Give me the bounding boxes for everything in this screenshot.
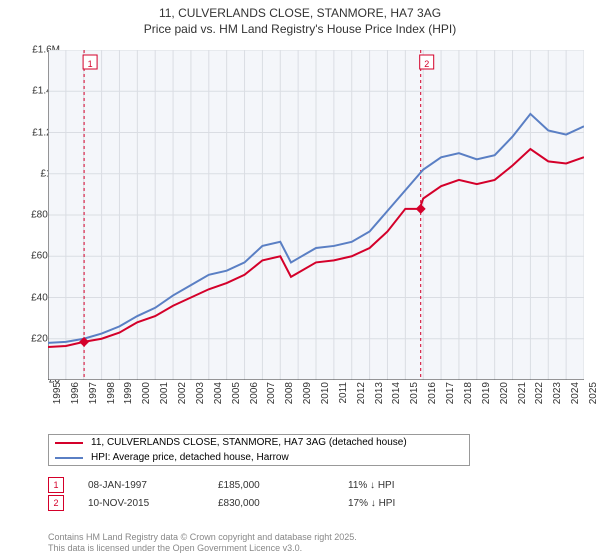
title-line2: Price paid vs. HM Land Registry's House … xyxy=(0,22,600,38)
marker-row: 2 10-NOV-2015 £830,000 17% ↓ HPI xyxy=(48,494,478,512)
x-tick-label: 2019 xyxy=(481,382,492,418)
x-tick-label: 2018 xyxy=(463,382,474,418)
footer-line1: Contains HM Land Registry data © Crown c… xyxy=(48,532,357,543)
title-line1: 11, CULVERLANDS CLOSE, STANMORE, HA7 3AG xyxy=(0,6,600,22)
marker-table: 1 08-JAN-1997 £185,000 11% ↓ HPI 2 10-NO… xyxy=(48,476,478,512)
plot-svg: 12 xyxy=(48,50,584,380)
x-tick-label: 1998 xyxy=(106,382,117,418)
marker-badge: 1 xyxy=(48,477,64,493)
marker-row: 1 08-JAN-1997 £185,000 11% ↓ HPI xyxy=(48,476,478,494)
x-tick-label: 2015 xyxy=(409,382,420,418)
plot-area: 12 xyxy=(48,50,584,380)
marker-price: £185,000 xyxy=(218,480,348,491)
marker-delta: 17% ↓ HPI xyxy=(348,498,478,509)
x-tick-label: 2023 xyxy=(552,382,563,418)
legend-item: HPI: Average price, detached house, Harr… xyxy=(49,450,469,465)
x-tick-label: 2010 xyxy=(320,382,331,418)
svg-text:1: 1 xyxy=(88,59,93,69)
footer: Contains HM Land Registry data © Crown c… xyxy=(48,532,357,554)
legend-label: 11, CULVERLANDS CLOSE, STANMORE, HA7 3AG… xyxy=(91,437,407,448)
x-tick-label: 2016 xyxy=(427,382,438,418)
marker-price: £830,000 xyxy=(218,498,348,509)
svg-text:2: 2 xyxy=(424,59,429,69)
x-tick-label: 2025 xyxy=(588,382,599,418)
x-tick-label: 1995 xyxy=(52,382,63,418)
x-tick-label: 2014 xyxy=(391,382,402,418)
legend: 11, CULVERLANDS CLOSE, STANMORE, HA7 3AG… xyxy=(48,434,470,466)
x-tick-label: 2005 xyxy=(231,382,242,418)
x-tick-label: 2003 xyxy=(195,382,206,418)
x-tick-label: 2024 xyxy=(570,382,581,418)
chart-container: 11, CULVERLANDS CLOSE, STANMORE, HA7 3AG… xyxy=(0,0,600,560)
x-tick-label: 2004 xyxy=(213,382,224,418)
x-tick-label: 2017 xyxy=(445,382,456,418)
x-tick-label: 1996 xyxy=(70,382,81,418)
marker-delta: 11% ↓ HPI xyxy=(348,480,478,491)
x-tick-label: 2002 xyxy=(177,382,188,418)
x-tick-label: 2022 xyxy=(534,382,545,418)
x-tick-label: 2007 xyxy=(266,382,277,418)
x-tick-label: 1997 xyxy=(88,382,99,418)
chart-title: 11, CULVERLANDS CLOSE, STANMORE, HA7 3AG… xyxy=(0,0,600,37)
x-tick-label: 2011 xyxy=(338,382,349,418)
x-tick-label: 2008 xyxy=(284,382,295,418)
legend-swatch xyxy=(55,442,83,444)
x-tick-label: 2021 xyxy=(517,382,528,418)
x-tick-label: 2009 xyxy=(302,382,313,418)
marker-date: 10-NOV-2015 xyxy=(88,498,218,509)
x-tick-label: 1999 xyxy=(123,382,134,418)
x-tick-label: 2006 xyxy=(249,382,260,418)
x-tick-label: 2001 xyxy=(159,382,170,418)
x-tick-label: 2000 xyxy=(141,382,152,418)
marker-date: 08-JAN-1997 xyxy=(88,480,218,491)
x-tick-label: 2020 xyxy=(499,382,510,418)
legend-swatch xyxy=(55,457,83,459)
footer-line2: This data is licensed under the Open Gov… xyxy=(48,543,357,554)
marker-badge: 2 xyxy=(48,495,64,511)
legend-label: HPI: Average price, detached house, Harr… xyxy=(91,452,289,463)
legend-item: 11, CULVERLANDS CLOSE, STANMORE, HA7 3AG… xyxy=(49,435,469,450)
x-tick-label: 2013 xyxy=(374,382,385,418)
x-tick-label: 2012 xyxy=(356,382,367,418)
